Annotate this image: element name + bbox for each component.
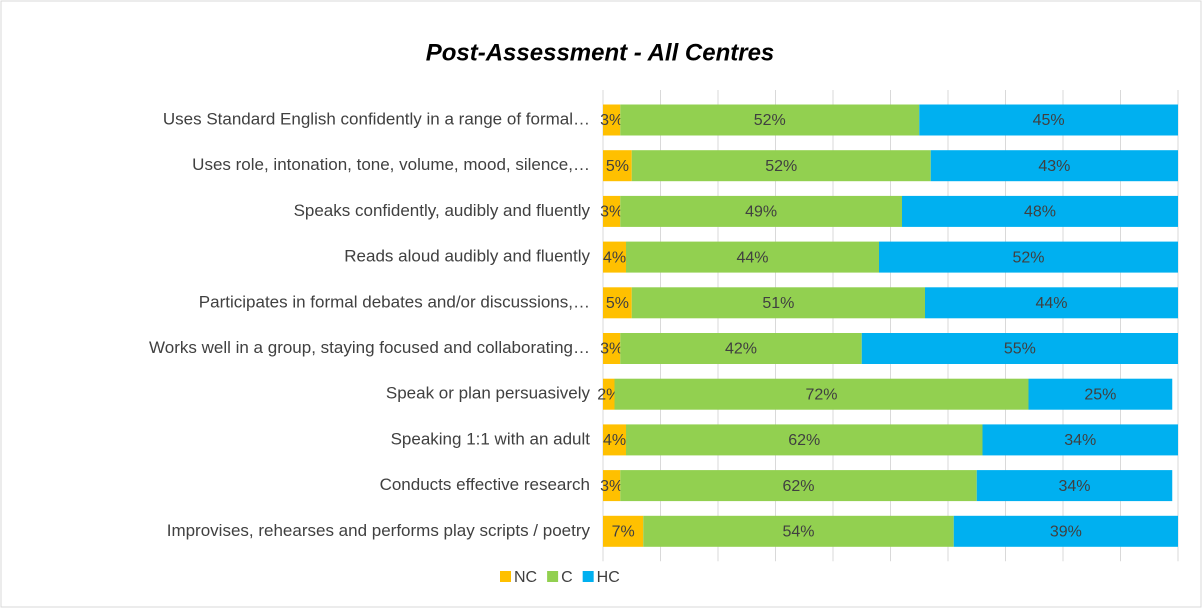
legend-label: C xyxy=(561,569,573,586)
bar-segment xyxy=(643,515,954,547)
data-label: 25% xyxy=(1084,386,1116,403)
data-label: 51% xyxy=(762,295,794,312)
data-label: 45% xyxy=(1033,112,1065,129)
data-label: 3% xyxy=(600,341,623,358)
data-label: 62% xyxy=(788,432,820,449)
bar-segment xyxy=(631,150,931,182)
legend-label: NC xyxy=(514,569,537,586)
legend-swatch xyxy=(582,571,594,582)
data-label: 43% xyxy=(1038,158,1070,175)
data-label: 42% xyxy=(725,341,757,358)
data-label: 52% xyxy=(1012,249,1044,266)
bar-segment xyxy=(631,287,925,319)
data-label: 52% xyxy=(754,112,786,129)
data-label: 3% xyxy=(600,112,623,129)
bar-segment xyxy=(620,470,977,502)
data-label: 48% xyxy=(1024,204,1056,221)
data-label: 44% xyxy=(736,249,768,266)
bar-segment xyxy=(620,195,902,227)
bar-segment xyxy=(930,150,1178,182)
bar-segment xyxy=(919,104,1178,136)
y-tick-label: Uses role, intonation, tone, volume, moo… xyxy=(192,155,590,174)
bar-segment xyxy=(603,470,621,502)
bar-segment xyxy=(626,241,879,273)
y-tick-label: Uses Standard English confidently in a r… xyxy=(163,109,590,128)
data-label: 5% xyxy=(606,158,629,175)
data-label: 3% xyxy=(600,204,623,221)
data-label: 62% xyxy=(782,478,814,495)
data-label: 55% xyxy=(1004,341,1036,358)
chart-title: Post-Assessment - All Centres xyxy=(426,39,775,66)
data-label: 34% xyxy=(1064,432,1096,449)
data-label: 54% xyxy=(782,524,814,541)
bar-segment xyxy=(925,287,1178,319)
legend-swatch xyxy=(547,571,559,582)
bar-segment xyxy=(603,150,632,182)
bar-segment xyxy=(976,470,1173,502)
y-tick-label: Participates in formal debates and/or di… xyxy=(199,292,590,311)
data-label: 3% xyxy=(600,478,623,495)
data-label: 52% xyxy=(765,158,797,175)
bar-segment xyxy=(603,104,621,136)
bar-segment xyxy=(902,195,1178,227)
data-label: 34% xyxy=(1058,478,1090,495)
bar-segment xyxy=(603,333,621,364)
bar-segment xyxy=(603,424,626,456)
bar-segment xyxy=(620,333,862,364)
data-label: 7% xyxy=(612,524,635,541)
bar-segment xyxy=(861,333,1178,364)
bar-segment xyxy=(603,287,632,319)
bar-segment xyxy=(1028,378,1173,410)
legend-swatch xyxy=(500,571,511,582)
bar-segment xyxy=(603,195,621,227)
data-label: 4% xyxy=(603,432,626,449)
data-label: 72% xyxy=(805,386,837,403)
y-tick-label: Speaks confidently, audibly and fluently xyxy=(294,201,591,220)
bar-segment xyxy=(614,378,1029,410)
y-tick-label: Improvises, rehearses and performs play … xyxy=(167,521,591,540)
data-label: 5% xyxy=(606,295,629,312)
bar-segment xyxy=(603,241,626,273)
bar-segment xyxy=(982,424,1178,456)
y-tick-label: Reads aloud audibly and fluently xyxy=(344,247,590,266)
legend-label: HC xyxy=(597,569,620,586)
data-label: 39% xyxy=(1050,524,1082,541)
data-label: 4% xyxy=(603,249,626,266)
y-tick-label: Speaking 1:1 with an adult xyxy=(391,429,591,448)
bar-segment xyxy=(620,104,920,136)
data-label: 49% xyxy=(745,204,777,221)
y-tick-label: Works well in a group, staying focused a… xyxy=(149,338,590,357)
bar-segment xyxy=(953,515,1178,547)
bar-segment xyxy=(603,515,644,547)
bar-segment xyxy=(626,424,983,456)
y-tick-label: Speak or plan persuasively xyxy=(386,384,591,403)
bar-segment xyxy=(879,241,1178,273)
bar-segment xyxy=(603,378,615,410)
y-tick-label: Conducts effective research xyxy=(380,475,590,494)
data-label: 44% xyxy=(1035,295,1067,312)
